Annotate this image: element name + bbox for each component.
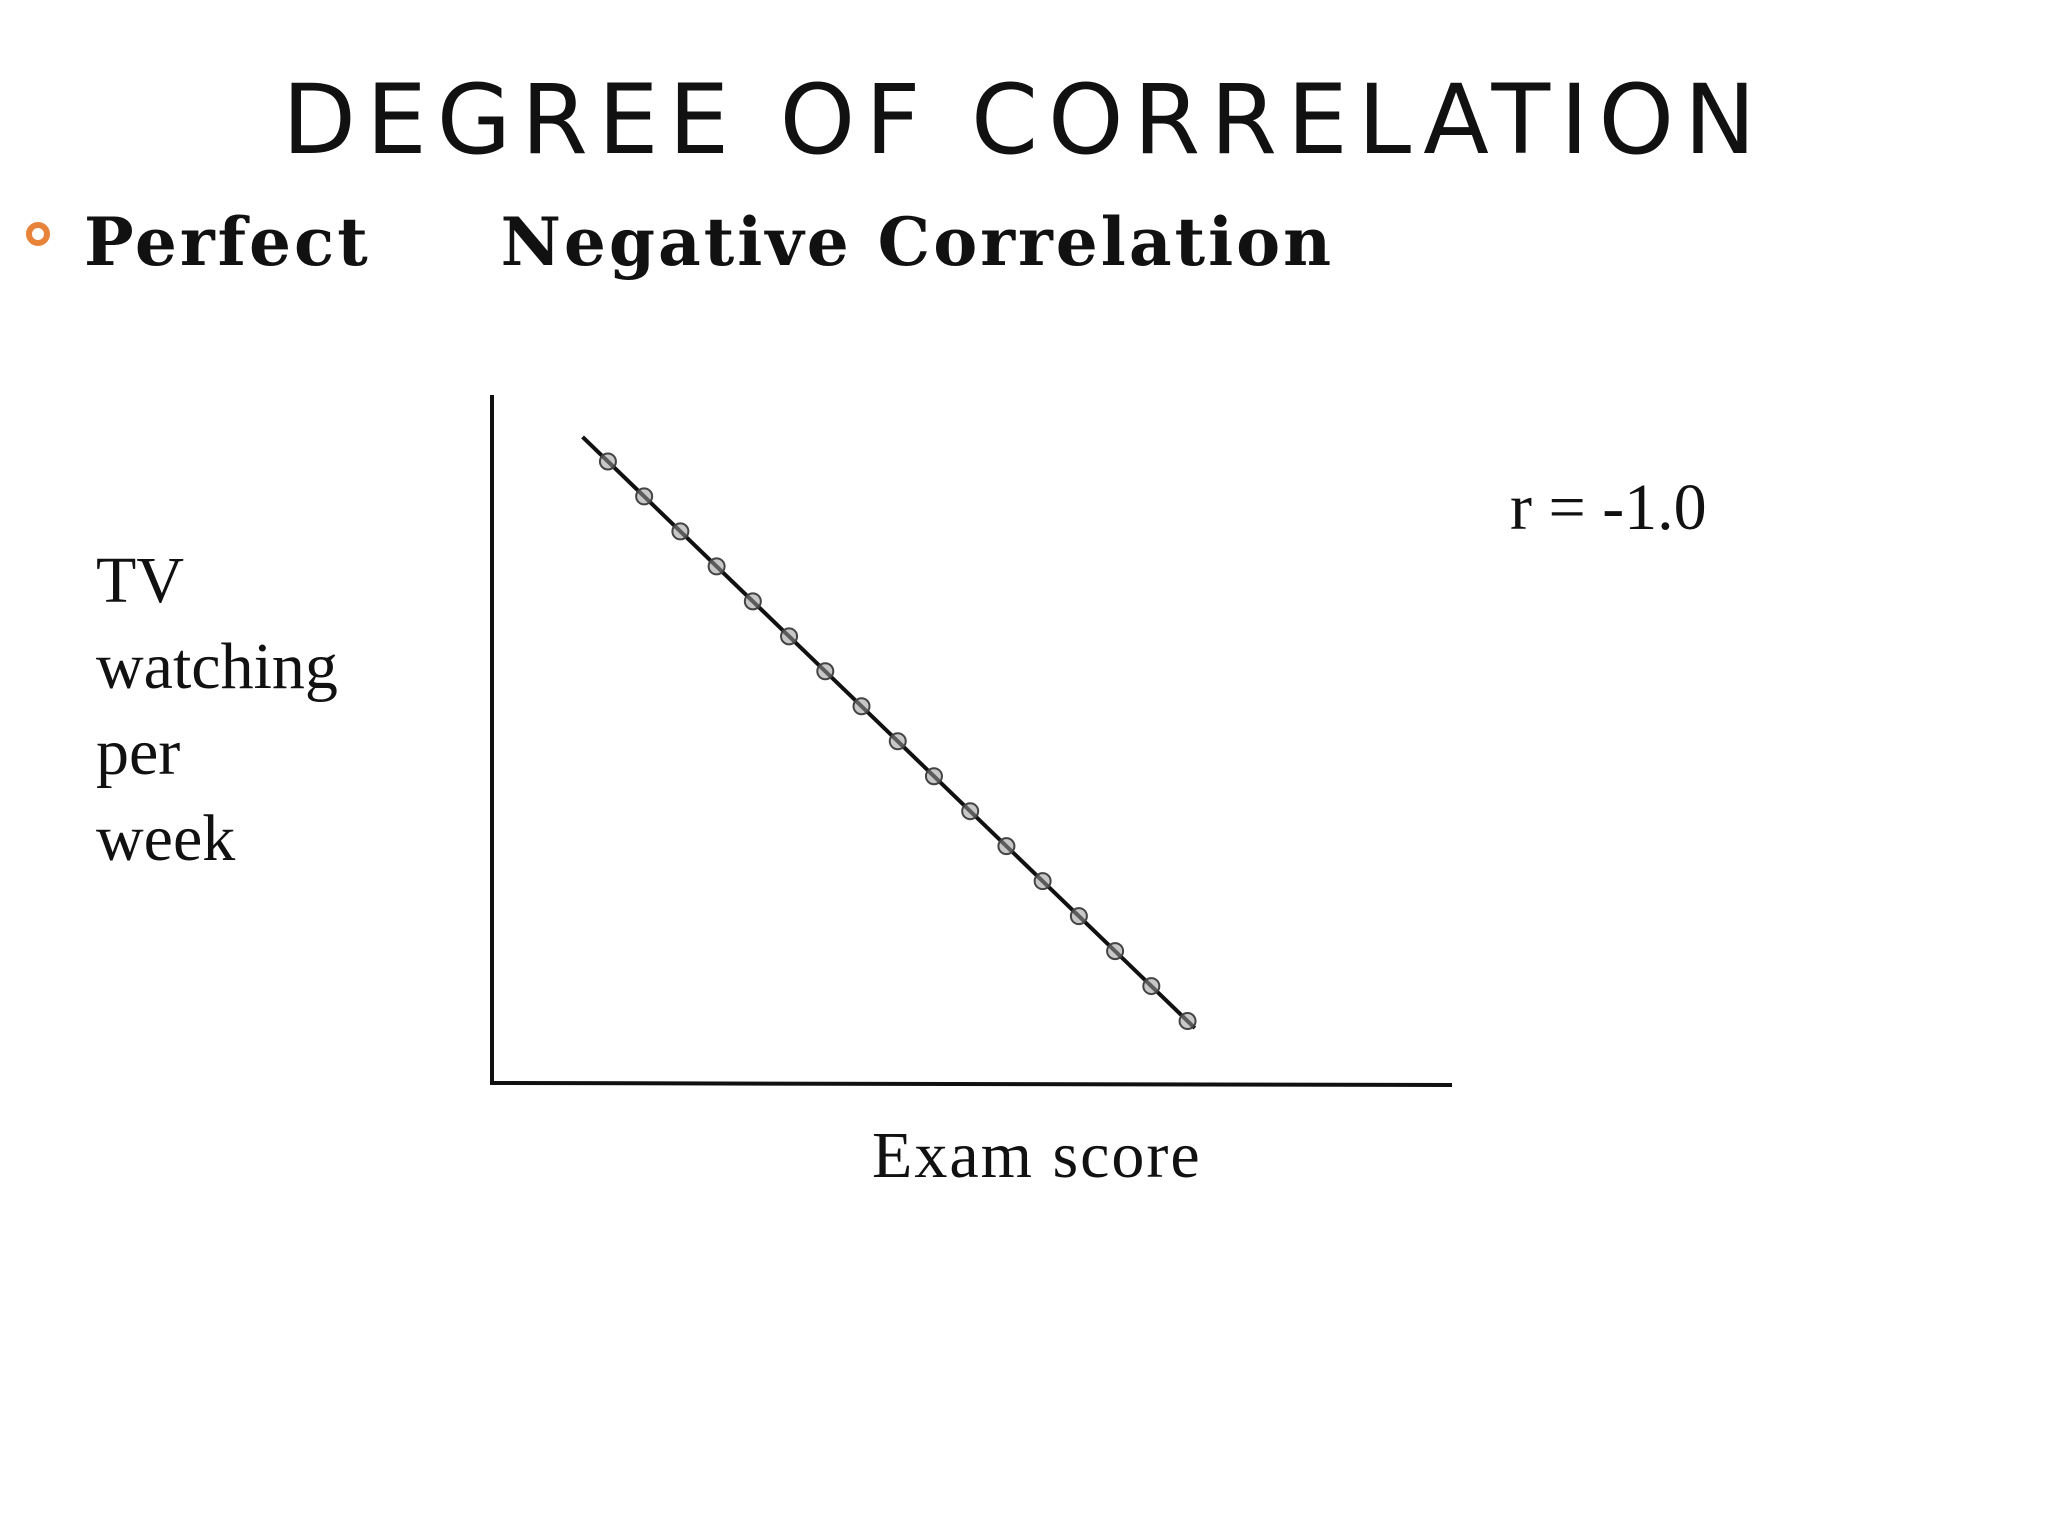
y-axis-label: TV watching per week	[96, 544, 338, 875]
correlation-coefficient-label: r = -1.0	[1510, 471, 1707, 544]
x-axis-label: Exam score	[872, 1119, 1202, 1192]
data-point	[780, 627, 799, 646]
data-point	[635, 487, 654, 506]
data-point	[924, 767, 943, 786]
data-point	[1106, 942, 1125, 961]
data-point	[1069, 907, 1088, 926]
data-point	[1142, 977, 1161, 996]
subtitle: Perfect Negative Correlation	[84, 203, 1335, 281]
data-point	[671, 522, 690, 541]
x-axis-line	[489, 1081, 1453, 1087]
ring-bullet-icon	[26, 222, 50, 246]
subtitle-row: Perfect Negative Correlation	[26, 202, 1334, 282]
data-point	[598, 452, 617, 471]
data-point	[743, 592, 762, 611]
data-point	[707, 557, 726, 576]
data-point	[961, 802, 980, 821]
slide-title: DEGREE OF CORRELATION	[282, 64, 1766, 176]
data-point	[852, 697, 871, 716]
data-point	[997, 837, 1016, 856]
data-point	[816, 662, 835, 681]
data-point	[1033, 872, 1052, 891]
data-point	[888, 732, 907, 751]
data-point	[1178, 1012, 1197, 1031]
